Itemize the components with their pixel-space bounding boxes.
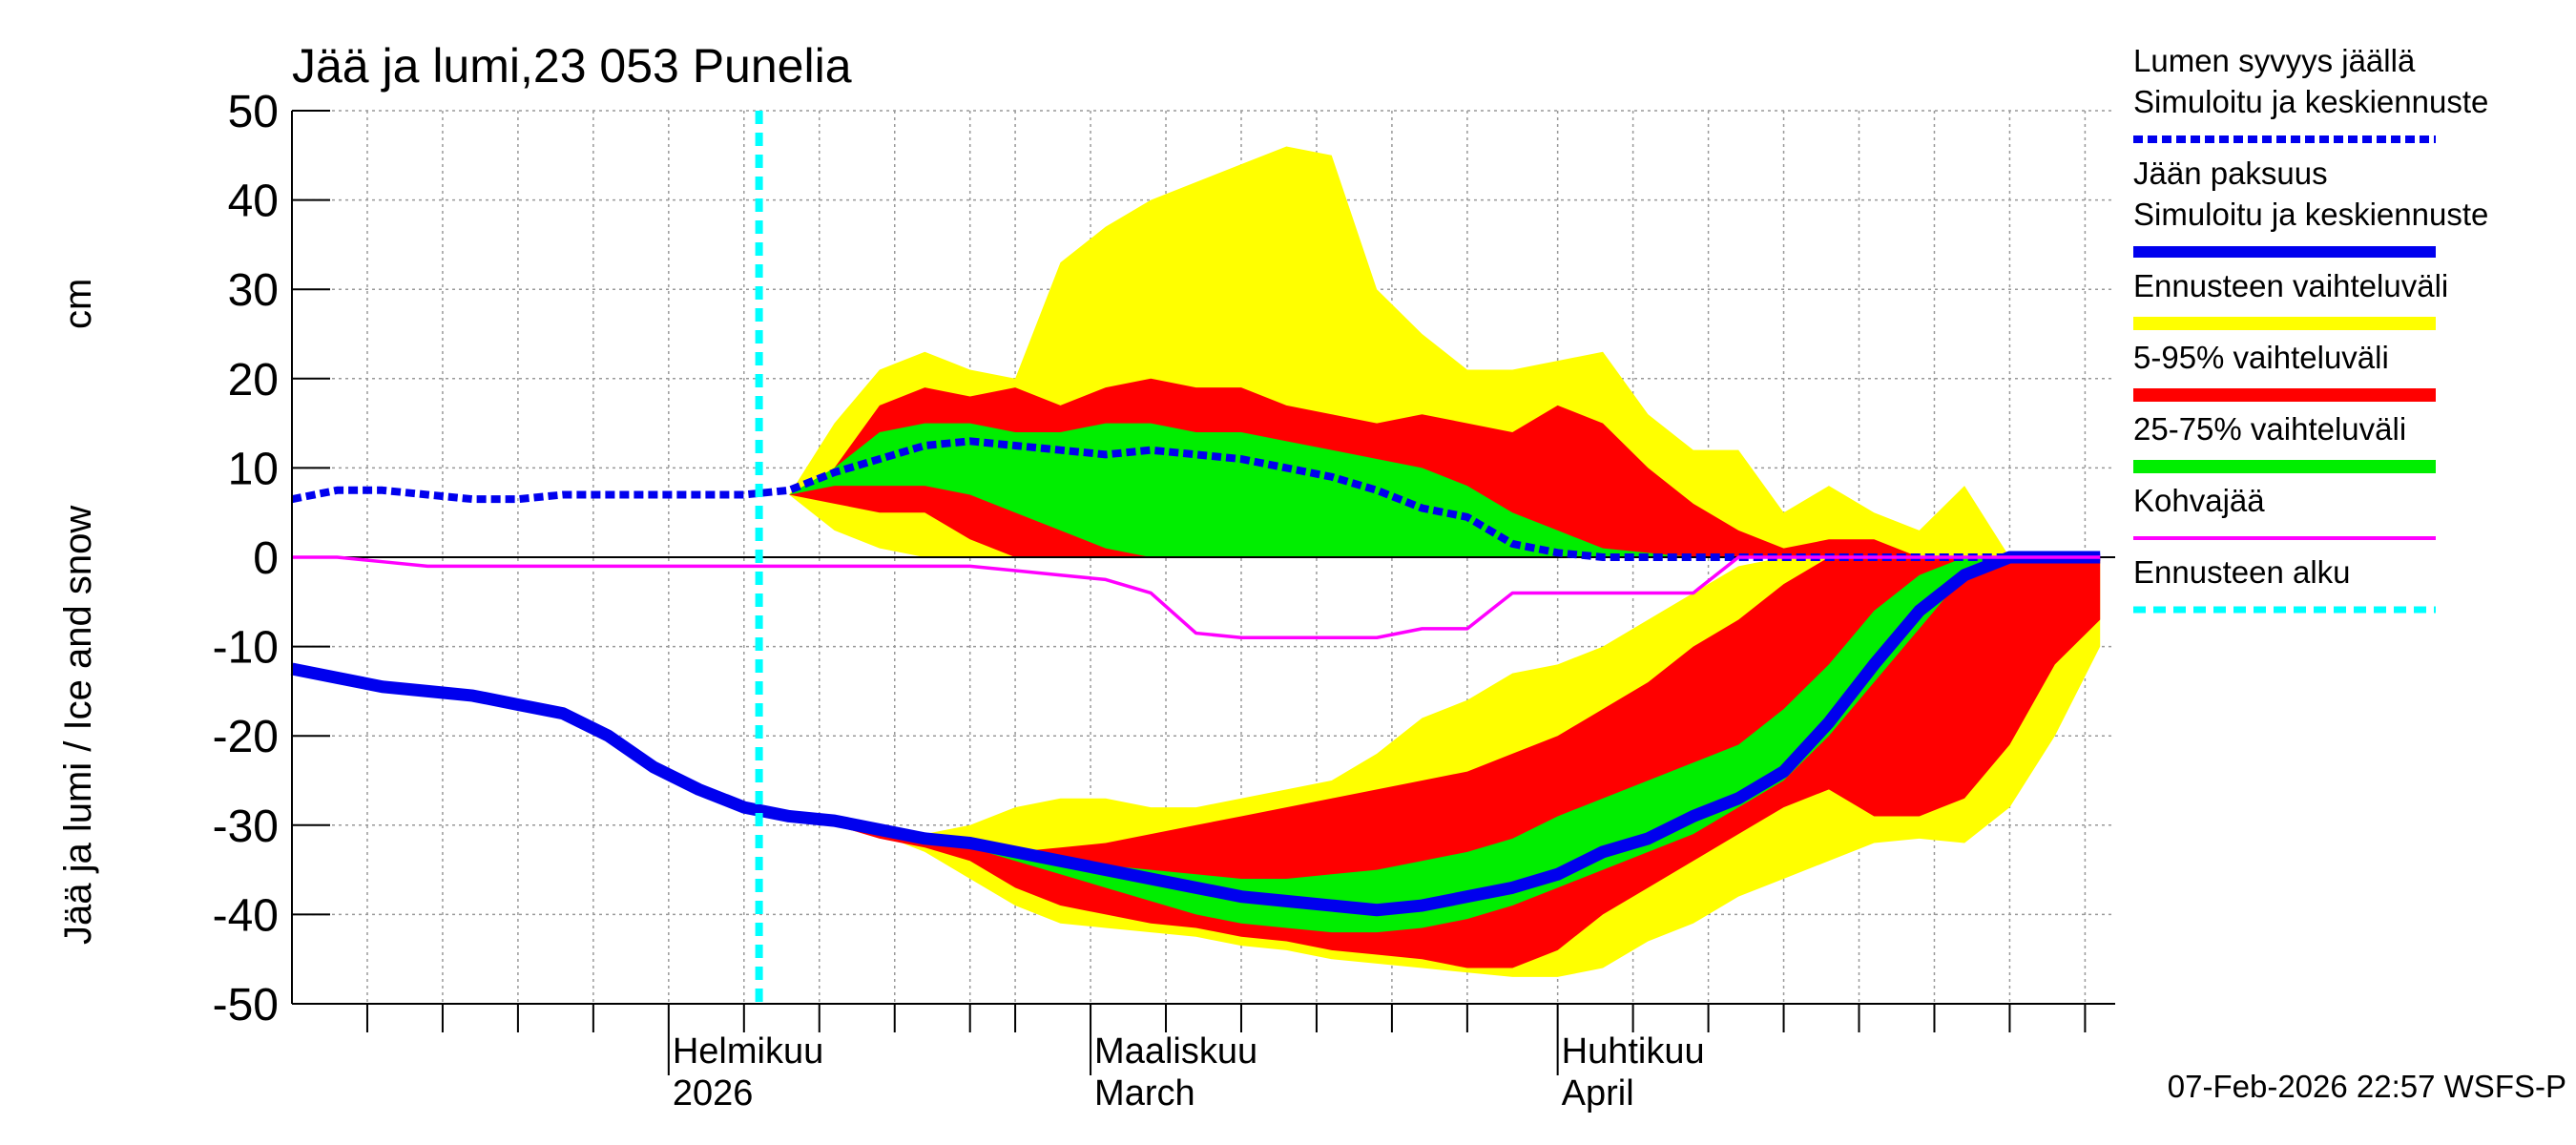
series-line <box>292 555 2101 639</box>
legend-label: Jään paksuus <box>2133 156 2328 191</box>
legend-label: Kohvajää <box>2133 483 2265 518</box>
chart-title: Jää ja lumi,23 053 Punelia <box>292 39 852 93</box>
legend-label: Ennusteen vaihteluväli <box>2133 268 2448 303</box>
band-area <box>789 557 2101 933</box>
y-axis-label: Jää ja lumi / Ice and snow <box>57 506 99 945</box>
footer: 07-Feb-2026 22:57 WSFS-P <box>2168 1069 2566 1104</box>
x-tick-label: Helmikuu <box>673 1031 823 1072</box>
legend-label: 25-75% vaihteluväli <box>2133 411 2406 447</box>
x-tick-label: March <box>1094 1073 1195 1114</box>
y-tick-label: 0 <box>253 533 279 584</box>
y-tick-label: -50 <box>213 980 279 1030</box>
y-tick-label: 40 <box>228 177 279 227</box>
y-axis-unit: cm <box>57 279 99 329</box>
y-tick-label: 20 <box>228 355 279 406</box>
y-tick-label: 30 <box>228 265 279 316</box>
y-tick-label: -30 <box>213 802 279 852</box>
legend-label: Lumen syvyys jäällä <box>2133 43 2416 78</box>
x-tick-label: 2026 <box>673 1073 754 1114</box>
legend-label: Simuloitu ja keskiennuste <box>2133 84 2488 119</box>
series-line <box>290 551 2101 917</box>
x-tick-label: April <box>1562 1073 1634 1114</box>
y-tick-label: -10 <box>213 623 279 674</box>
band-area <box>789 557 2101 968</box>
y-tick-label: -20 <box>213 712 279 762</box>
legend-label: 5-95% vaihteluväli <box>2133 340 2389 375</box>
x-tick-label: Maaliskuu <box>1094 1031 1257 1072</box>
y-tick-label: 10 <box>228 444 279 494</box>
legend-label: Ennusteen alku <box>2133 554 2351 590</box>
y-tick-label: 50 <box>228 87 279 137</box>
legend-label: Simuloitu ja keskiennuste <box>2133 197 2488 232</box>
x-tick-label: Huhtikuu <box>1562 1031 1705 1072</box>
y-tick-label: -40 <box>213 890 279 941</box>
